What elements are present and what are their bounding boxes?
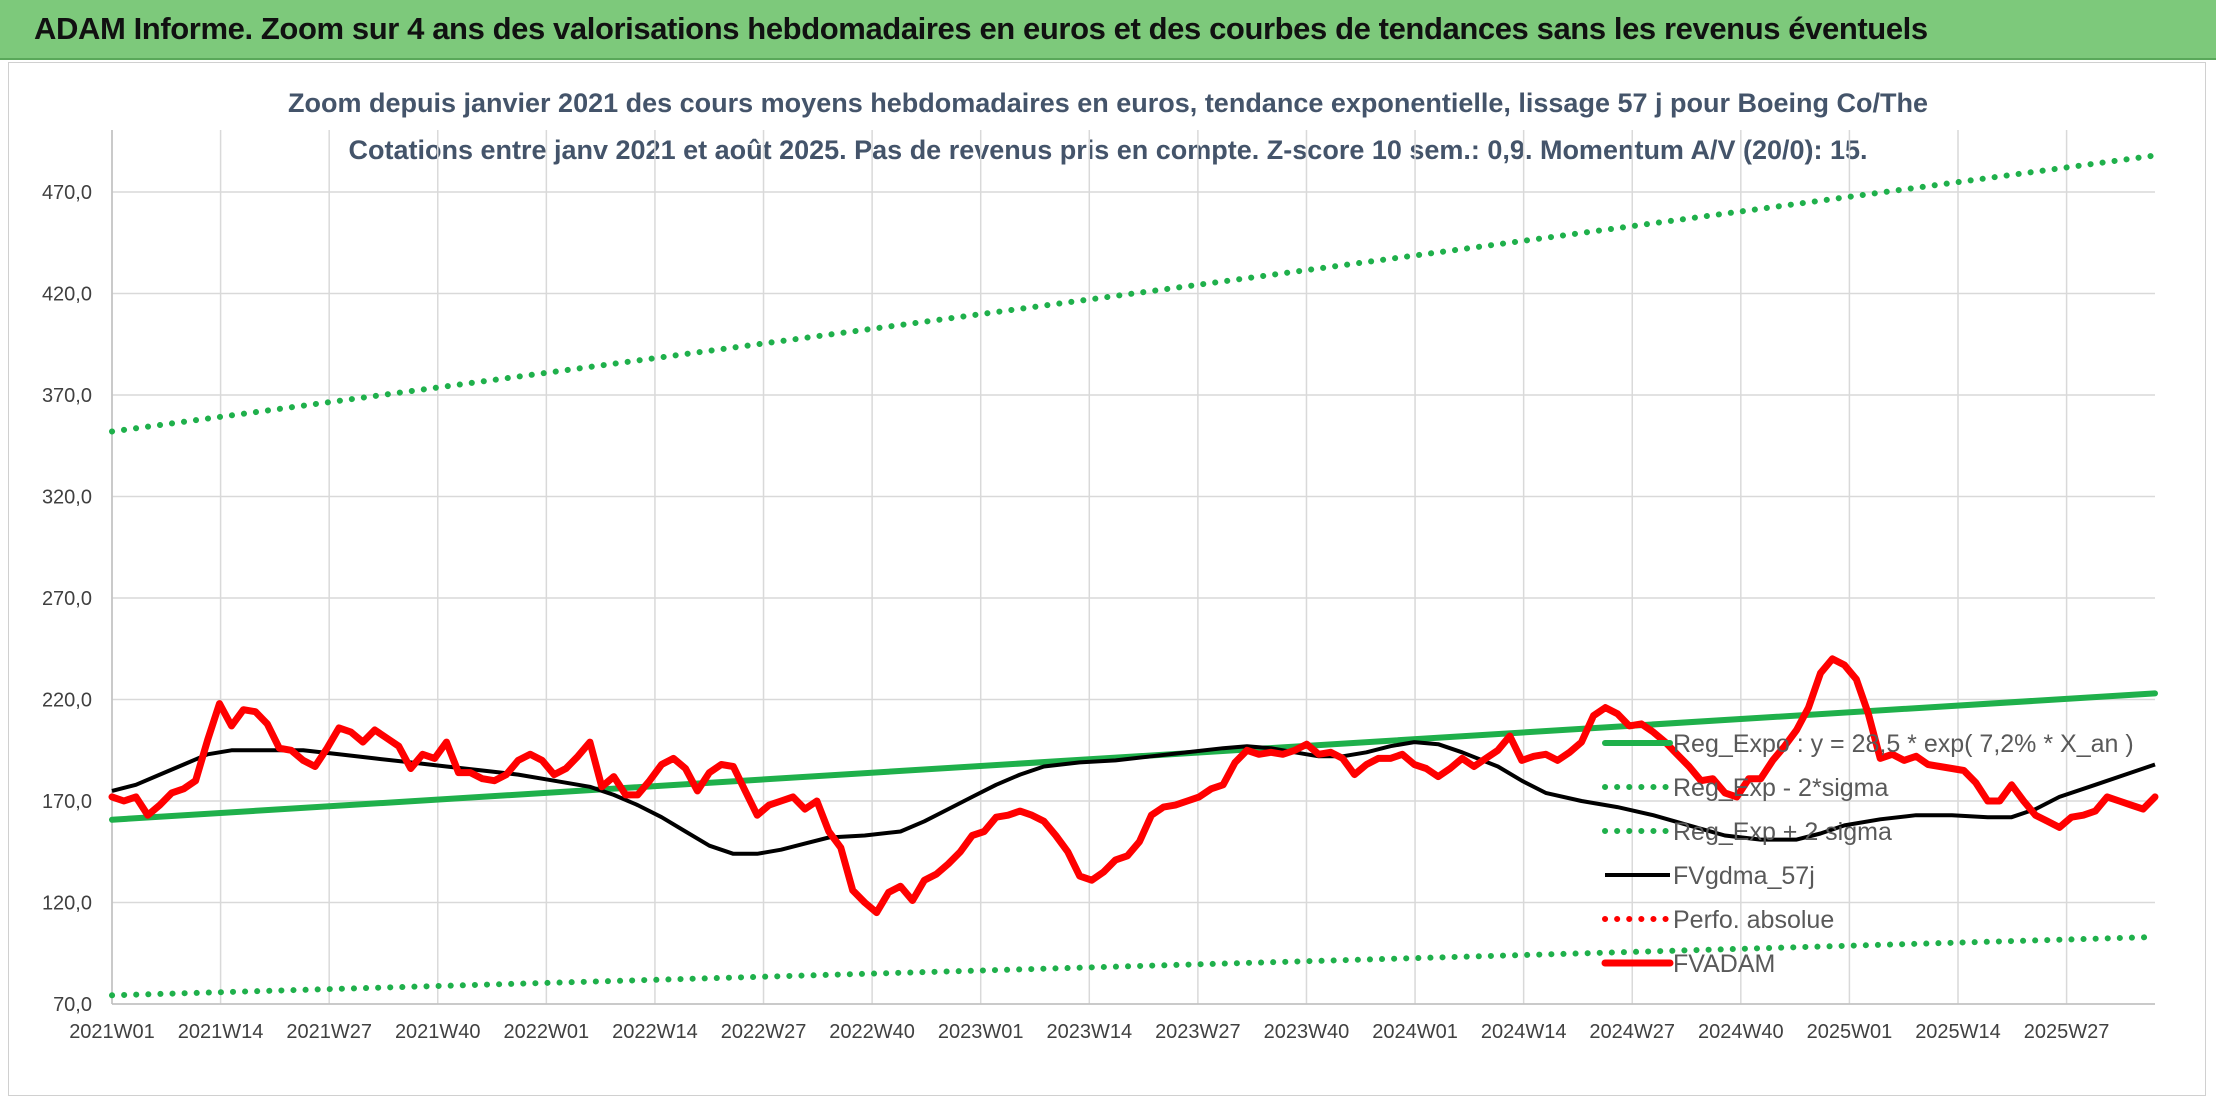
x-tick-label: 2023W40 — [1264, 1021, 1350, 1043]
x-tick-label: 2024W01 — [1372, 1021, 1458, 1043]
x-tick-label: 2021W40 — [395, 1021, 481, 1043]
x-tick-label: 2022W40 — [829, 1021, 915, 1043]
x-tick-label: 2023W01 — [938, 1021, 1024, 1043]
x-tick-label: 2024W27 — [1589, 1021, 1675, 1043]
series-line — [109, 152, 2158, 435]
x-tick-label: 2021W01 — [69, 1021, 155, 1043]
chart-title-line-1: Zoom depuis janvier 2021 des cours moyen… — [288, 88, 1928, 118]
y-tick-label: 70,0 — [53, 994, 92, 1016]
y-tick-label: 320,0 — [42, 487, 92, 509]
grid-lines — [111, 130, 2155, 1005]
x-tick-label: 2024W40 — [1698, 1021, 1784, 1043]
legend: Reg_Expo : y = 28,5 * exp( 7,2% * X_an )… — [1601, 730, 2134, 978]
y-tick-label: 370,0 — [42, 385, 92, 407]
x-tick-label: 2022W01 — [504, 1021, 590, 1043]
y-tick-label: 170,0 — [42, 791, 92, 813]
x-tick-label: 2022W14 — [612, 1021, 698, 1043]
y-tick-label: 470,0 — [42, 182, 92, 204]
series-line — [109, 934, 2158, 999]
x-tick-label: 2025W14 — [1915, 1021, 2001, 1043]
x-tick-label: 2021W27 — [286, 1021, 372, 1043]
y-tick-label: 220,0 — [42, 690, 92, 712]
report-title: ADAM Informe. Zoom sur 4 ans des valoris… — [34, 11, 1928, 46]
legend-label: Reg_Exp - 2*sigma — [1673, 774, 1888, 802]
x-tick-label: 2025W01 — [1807, 1021, 1893, 1043]
y-tick-label: 420,0 — [42, 284, 92, 306]
axes: 70,0 120,0 170,0 220,0 270,0 320,0 370,0 420,0 4… — [42, 130, 2155, 1043]
series-line — [108, 655, 2159, 917]
x-tick-label: 2025W27 — [2024, 1021, 2110, 1043]
chart-frame — [8, 62, 2206, 1096]
legend-label: Reg_Expo : y = 28,5 * exp( 7,2% * X_an ) — [1673, 730, 2134, 758]
report-banner: ADAM Informe. Zoom sur 4 ans des valoris… — [0, 0, 2216, 60]
series-lines — [108, 152, 2159, 999]
legend-label: Reg_Exp + 2 sigma — [1673, 818, 1892, 846]
y-tick-label: 120,0 — [42, 893, 92, 915]
legend-label: Perfo. absolue — [1673, 906, 1834, 934]
x-tick-label: 2023W27 — [1155, 1021, 1241, 1043]
chart-title-line-2: Cotations entre janv 2021 et août 2025. … — [348, 135, 1868, 165]
x-tick-label: 2021W14 — [178, 1021, 264, 1043]
y-tick-label: 270,0 — [42, 588, 92, 610]
x-tick-label: 2022W27 — [721, 1021, 807, 1043]
legend-label: FVADAM — [1673, 950, 1775, 978]
x-tick-label: 2024W14 — [1481, 1021, 1567, 1043]
legend-label: FVgdma_57j — [1673, 862, 1815, 890]
x-tick-label: 2023W14 — [1046, 1021, 1132, 1043]
